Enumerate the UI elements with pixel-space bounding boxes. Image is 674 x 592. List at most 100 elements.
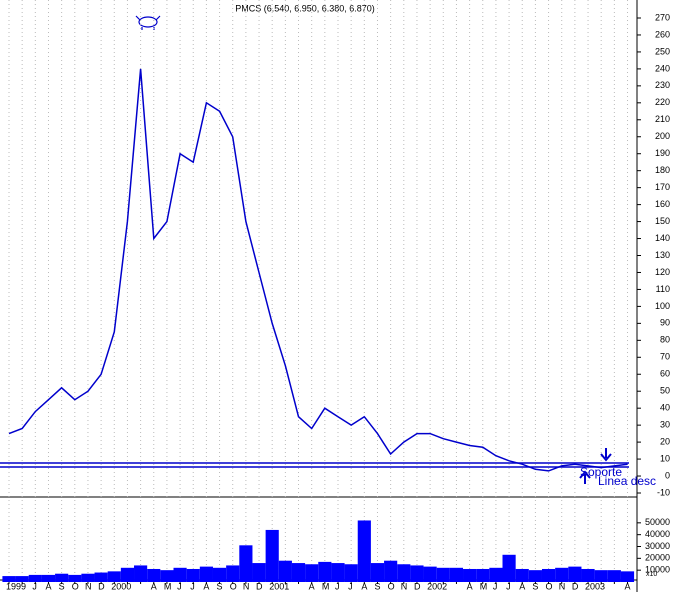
volume-tick-label: 30000 xyxy=(645,541,670,551)
annotation: Linea desc xyxy=(598,474,656,488)
volume-bar xyxy=(239,545,253,582)
volume-bar xyxy=(107,571,121,582)
y-tick-label: 190 xyxy=(655,148,670,158)
x-tick-label: J xyxy=(493,581,498,591)
volume-tick-label: 20000 xyxy=(645,553,670,563)
volume-bar xyxy=(68,574,82,582)
volume-bar xyxy=(81,573,95,582)
x-tick-label: S xyxy=(374,581,380,591)
x-tick-label: A xyxy=(361,581,367,591)
x-tick-label: A xyxy=(45,581,51,591)
volume-bar xyxy=(291,563,306,582)
y-tick-label: 260 xyxy=(655,29,670,39)
arrow xyxy=(579,470,591,484)
volume-bar xyxy=(620,571,635,582)
y-tick-label: -10 xyxy=(657,487,670,497)
x-tick-label: A xyxy=(309,581,315,591)
volume-bar xyxy=(55,573,69,582)
x-tick-label: J xyxy=(32,581,37,591)
x-tick-label: N xyxy=(243,581,250,591)
volume-bar xyxy=(384,560,398,582)
volume-bar xyxy=(397,564,411,582)
volume-bar xyxy=(278,560,292,582)
y-tick-label: 30 xyxy=(660,420,670,430)
x-tick-label: 2002 xyxy=(427,581,447,591)
volume-bar xyxy=(528,570,542,582)
x-tick-label: M xyxy=(480,581,488,591)
volume-bar xyxy=(515,568,529,582)
x-tick-label: A xyxy=(625,581,631,591)
volume-bar xyxy=(147,568,161,582)
y-tick-label: 250 xyxy=(655,46,670,56)
x-tick-label: J xyxy=(190,581,195,591)
volume-bar xyxy=(160,570,174,582)
x-tick-label: D xyxy=(414,581,421,591)
volume-bar xyxy=(410,565,424,582)
volume-bar xyxy=(120,567,135,582)
x-tick-label: N xyxy=(85,581,92,591)
volume-bar xyxy=(594,570,608,582)
x-tick-label: S xyxy=(532,581,538,591)
y-tick-label: 200 xyxy=(655,131,670,141)
volume-bar xyxy=(318,561,332,582)
y-tick-label: 130 xyxy=(655,250,670,260)
volume-bar xyxy=(331,563,345,582)
volume-bar xyxy=(173,567,187,582)
y-tick-label: 140 xyxy=(655,233,670,243)
x-tick-label: O xyxy=(546,581,553,591)
x-tick-label: N xyxy=(559,581,566,591)
chart-title: PMCS (6.540, 6.950, 6.380, 6.870) xyxy=(235,3,375,13)
y-tick-label: 120 xyxy=(655,267,670,277)
y-tick-label: 70 xyxy=(660,352,670,362)
volume-bar xyxy=(226,565,240,582)
volume-bar xyxy=(15,576,29,582)
volume-bar xyxy=(212,567,227,582)
x-tick-label: M xyxy=(322,581,330,591)
volume-bar xyxy=(28,574,42,582)
volume-bar xyxy=(607,570,621,582)
x-tick-label: O xyxy=(230,581,237,591)
volume-bar xyxy=(463,568,477,582)
volume-bar xyxy=(555,567,569,582)
volume-tick-label: 10000 xyxy=(645,565,670,575)
x-tick-label: D xyxy=(98,581,105,591)
y-tick-label: 220 xyxy=(655,97,670,107)
volume-bar xyxy=(134,565,148,582)
bull-icon xyxy=(135,15,161,30)
volume-bar xyxy=(568,566,582,582)
x-tick-label: O xyxy=(388,581,395,591)
y-tick-label: 100 xyxy=(655,301,670,311)
x-tick-label: A xyxy=(519,581,525,591)
x-tick-label: 2003 xyxy=(585,581,605,591)
x-tick-label: D xyxy=(572,581,579,591)
volume-bar xyxy=(186,568,200,582)
volume-unit-label: x10 xyxy=(646,571,657,578)
arrow xyxy=(600,448,612,462)
y-tick-label: 20 xyxy=(660,436,670,446)
volume-tick-label: 40000 xyxy=(645,529,670,539)
x-tick-label: M xyxy=(164,581,172,591)
volume-bar xyxy=(370,563,385,582)
x-tick-label: J xyxy=(177,581,182,591)
y-tick-label: 230 xyxy=(655,80,670,90)
x-tick-label: A xyxy=(203,581,209,591)
volume-bar xyxy=(265,529,279,582)
y-tick-label: 90 xyxy=(660,318,670,328)
x-tick-label: 2001 xyxy=(269,581,289,591)
x-tick-label: A xyxy=(467,581,473,591)
y-tick-label: 80 xyxy=(660,335,670,345)
price-line xyxy=(8,68,628,472)
volume-bar xyxy=(252,563,266,582)
x-tick-label: 2000 xyxy=(111,581,131,591)
y-tick-label: 10 xyxy=(660,453,670,463)
y-tick-label: 270 xyxy=(655,12,670,22)
y-tick-label: 160 xyxy=(655,199,670,209)
x-tick-label: N xyxy=(401,581,408,591)
y-tick-label: 210 xyxy=(655,114,670,124)
y-tick-label: 110 xyxy=(656,284,670,294)
x-tick-label: 1999 xyxy=(6,581,26,591)
y-tick-label: 50 xyxy=(660,386,670,396)
x-tick-label: S xyxy=(217,581,223,591)
y-tick-label: 0 xyxy=(665,470,670,480)
